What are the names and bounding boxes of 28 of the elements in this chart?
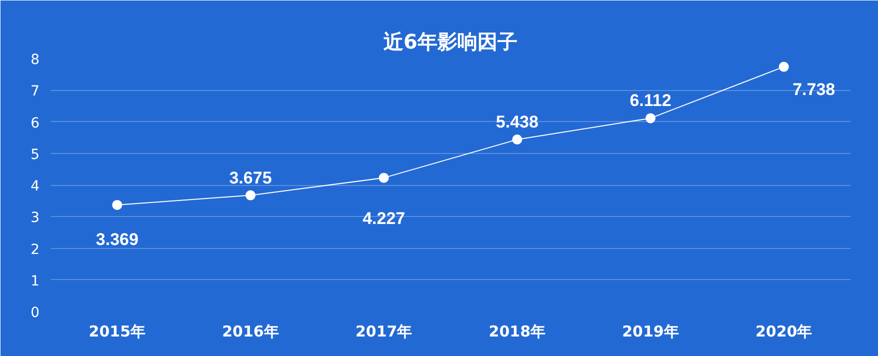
y-tick-label: 1 (30, 273, 40, 290)
point (646, 113, 656, 124)
point (512, 134, 522, 145)
x-tick-label: 2018年 (488, 322, 546, 340)
data-label: 7.738 (792, 80, 836, 99)
data-label: 5.438 (496, 112, 538, 132)
data-label: 3.675 (229, 168, 272, 188)
y-tick-label: 7 (30, 84, 40, 100)
data-label: 6.112 (630, 91, 672, 110)
x-tick-label: 2020年 (755, 322, 812, 340)
x-tick-label: 2017年 (355, 322, 412, 340)
data-label: 3.369 (96, 230, 138, 249)
data-label: 4.227 (362, 208, 406, 228)
y-tick-label: 6 (30, 115, 40, 132)
x-tick-label: 2016年 (222, 322, 279, 340)
y-tick-label: 0 (30, 305, 40, 321)
y-tick-label: 5 (30, 146, 40, 163)
point (378, 172, 389, 183)
x-tick-label: 2019年 (622, 322, 679, 340)
chart-title: 近6年影响因子 (382, 30, 518, 54)
point (778, 62, 789, 72)
y-tick-label: 2 (30, 242, 40, 258)
point (112, 200, 122, 210)
point (246, 190, 256, 200)
y-tick-label: 3 (30, 210, 40, 226)
x-tick-label: 2015年 (88, 322, 146, 340)
y-tick-label: 4 (30, 178, 40, 194)
y-tick-label: 8 (30, 52, 40, 68)
